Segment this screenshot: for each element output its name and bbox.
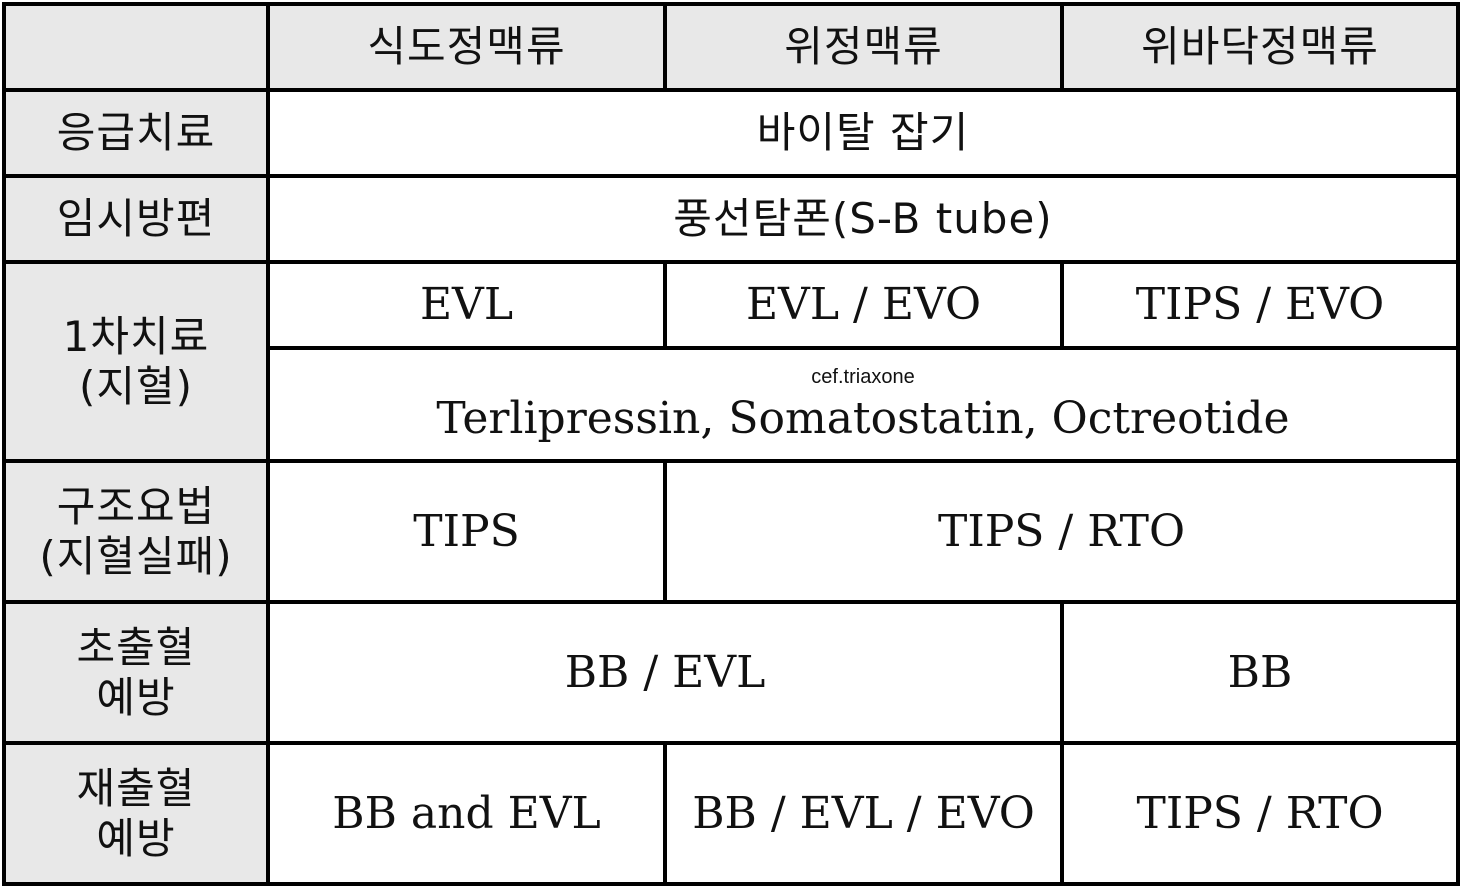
row-header-emergency: 응급치료 <box>2 88 270 178</box>
cell-emergency-all: 바이탈 잡기 <box>266 88 1460 178</box>
row-header-first-line: 1차치료 (지혈) <box>2 260 270 463</box>
corner-cell <box>2 2 270 92</box>
cell-secondary-prevention-fundal: TIPS / RTO <box>1060 741 1460 886</box>
row-header-secondary-prevention: 재출혈 예방 <box>2 741 270 886</box>
cell-first-line-drugs: cef.triaxone Terlipressin, Somatostatin,… <box>266 346 1460 463</box>
cell-rescue-esophageal: TIPS <box>266 459 667 604</box>
cell-temporary-all: 풍선탐폰(S-B tube) <box>266 174 1460 264</box>
row-first-line-b: cef.triaxone Terlipressin, Somatostatin,… <box>4 346 1460 463</box>
header-row: 식도정맥류 위정맥류 위바닥정맥류 <box>2 2 1460 92</box>
cell-secondary-prevention-esophageal: BB and EVL <box>266 741 667 886</box>
col-header-esophageal: 식도정맥류 <box>266 2 667 92</box>
row-header-rescue-title: 구조요법 <box>56 481 216 531</box>
row-temporary: 임시방편 풍선탐폰(S-B tube) <box>2 174 1460 264</box>
drug-list: Terlipressin, Somatostatin, Octreotide <box>436 392 1290 444</box>
cell-first-line-esophageal: EVL <box>266 260 667 350</box>
cell-rescue-gastric-fundal: TIPS / RTO <box>663 459 1460 604</box>
cell-secondary-prevention-gastric: BB / EVL / EVO <box>663 741 1064 886</box>
row-header-rescue-sub: (지혈실패) <box>39 531 233 581</box>
row-emergency: 응급치료 바이탈 잡기 <box>2 88 1460 178</box>
col-header-fundal: 위바닥정맥류 <box>1060 2 1460 92</box>
row-header-primary-prevention-title: 초출혈 <box>76 622 196 672</box>
row-header-rescue: 구조요법 (지혈실패) <box>2 459 270 604</box>
row-rescue: 구조요법 (지혈실패) TIPS TIPS / RTO <box>2 459 1460 604</box>
drug-note: cef.triaxone <box>811 365 915 388</box>
row-header-primary-prevention: 초출혈 예방 <box>2 600 270 745</box>
row-header-secondary-prevention-title: 재출혈 <box>76 763 196 813</box>
cell-primary-prevention-fundal: BB <box>1060 600 1460 745</box>
row-header-secondary-prevention-sub: 예방 <box>96 813 176 863</box>
row-first-line-a: 1차치료 (지혈) EVL EVL / EVO TIPS / EVO <box>2 260 1460 463</box>
row-header-first-line-title: 1차치료 <box>62 311 210 361</box>
row-header-temporary: 임시방편 <box>2 174 270 264</box>
cell-primary-prevention-esophageal-gastric: BB / EVL <box>266 600 1064 745</box>
row-header-first-line-sub: (지혈) <box>78 361 194 411</box>
col-header-gastric: 위정맥류 <box>663 2 1064 92</box>
row-header-primary-prevention-sub: 예방 <box>96 672 176 722</box>
row-secondary-prevention: 재출혈 예방 BB and EVL BB / EVL / EVO TIPS / … <box>2 741 1460 886</box>
cell-first-line-fundal: TIPS / EVO <box>1060 260 1460 350</box>
cell-first-line-gastric: EVL / EVO <box>663 260 1064 350</box>
row-primary-prevention: 초출혈 예방 BB / EVL BB <box>2 600 1460 745</box>
